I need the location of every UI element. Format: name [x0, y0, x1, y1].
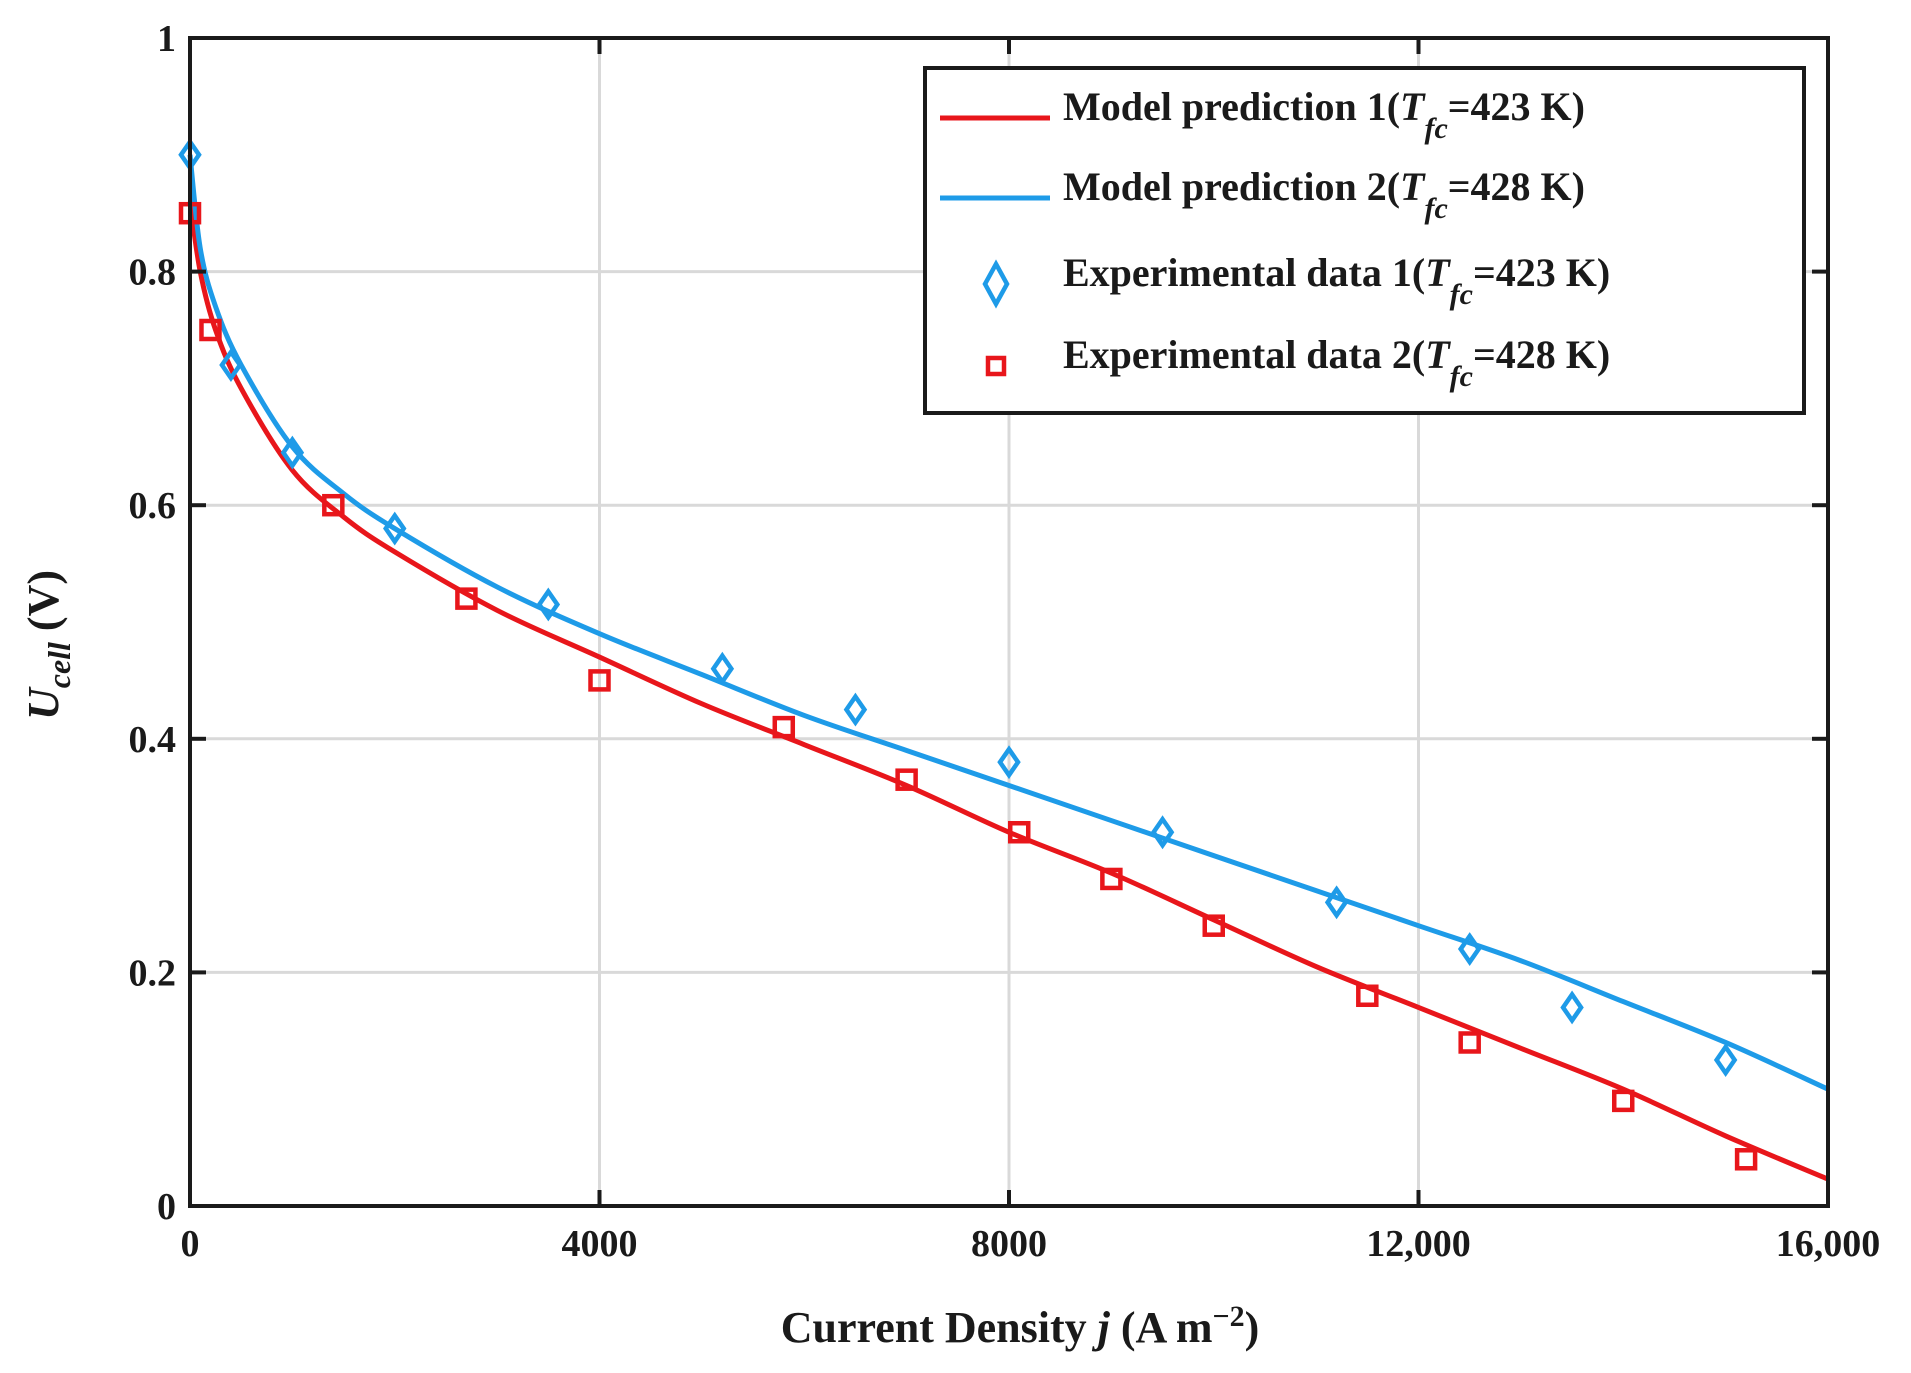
data-point-exp-2 [1612, 1089, 1635, 1113]
data-point-exp-1 [1324, 885, 1349, 920]
y-tick-label: 0 [157, 1186, 176, 1228]
x-axis-title-unit: (A m [1110, 1303, 1213, 1352]
data-point-exp-2 [1356, 984, 1379, 1008]
x-tick-label: 12,000 [1366, 1223, 1471, 1265]
legend-label-exp-1-suffix: =423 K) [1473, 250, 1610, 295]
legend-label-model-1: Model prediction 1(Tfc=423 K) [1063, 84, 1585, 145]
data-point-exp-2 [1458, 1031, 1481, 1054]
y-axis-title-subscript: cell [41, 642, 77, 688]
data-point-exp-2 [895, 768, 918, 791]
data-point-exp-1 [1457, 932, 1482, 966]
legend-label-exp-2-suffix: =428 K) [1473, 332, 1610, 377]
legend-label-exp-2-sub: fc [1450, 360, 1473, 393]
data-point-exp-2 [455, 587, 478, 610]
x-axis-title-close: ) [1245, 1303, 1260, 1352]
data-point-exp-2 [1202, 914, 1225, 937]
data-point-exp-1 [1560, 990, 1584, 1025]
data-point-exp-1 [997, 745, 1021, 780]
legend: Model prediction 1(Tfc=423 K) Model pred… [923, 66, 1806, 415]
data-point-exp-2 [1734, 1148, 1758, 1171]
legend-box [923, 66, 1806, 415]
data-point-exp-2 [772, 715, 796, 739]
legend-label-model-1-suffix: =423 K) [1448, 84, 1585, 129]
legend-label-model-2-sub: fc [1424, 192, 1447, 225]
ticks [188, 36, 1830, 1208]
legend-label-exp-1-prefix: Experimental data 1( [1063, 250, 1425, 295]
legend-label-exp-2: Experimental data 2(Tfc=428 K) [1063, 332, 1610, 393]
series-line-2 [187, 154, 1830, 1092]
data-point-exp-1 [219, 348, 243, 382]
y-tick-label: 0.6 [129, 485, 177, 527]
x-tick-label: 16,000 [1776, 1223, 1881, 1265]
data-point-exp-1 [1150, 815, 1175, 850]
legend-label-exp-2-prefix: Experimental data 2( [1063, 332, 1425, 377]
x-axis-title-exponent: −2 [1213, 1300, 1245, 1333]
legend-label-model-1-prefix: Model prediction 1( [1063, 84, 1400, 129]
legend-label-model-2-sym: T [1400, 164, 1426, 209]
x-axis-title-prefix: Current Density [781, 1303, 1098, 1352]
legend-label-exp-1: Experimental data 1(Tfc=423 K) [1063, 250, 1610, 311]
series-points [178, 137, 1758, 1171]
legend-marker-exp-2 [985, 355, 1007, 377]
legend-label-exp-1-sub: fc [1450, 278, 1473, 311]
y-tick-label: 0.2 [129, 952, 177, 994]
data-point-exp-1 [1713, 1043, 1738, 1077]
legend-label-model-2-prefix: Model prediction 2( [1063, 164, 1400, 209]
x-tick-label: 8000 [971, 1223, 1047, 1265]
data-point-exp-1 [843, 692, 868, 727]
legend-marker-exp-1 [982, 259, 1010, 309]
legend-label-model-2: Model prediction 2(Tfc=428 K) [1063, 164, 1585, 225]
tick-labels: 0 4000 8000 12,000 16,000 0 0.2 0.4 0.6 0.8 1 [129, 18, 1881, 1265]
y-tick-label: 0.4 [129, 719, 177, 761]
y-axis-title-symbol: U [19, 686, 68, 720]
data-point-exp-2 [1007, 820, 1031, 844]
series-line-1 [187, 201, 1829, 1182]
data-point-exp-1 [383, 511, 407, 546]
y-tick-label: 1 [157, 18, 176, 60]
legend-label-model-1-sym: T [1400, 84, 1426, 129]
y-axis-title: Ucell (V) [19, 570, 77, 720]
legend-label-model-2-suffix: =428 K) [1448, 164, 1585, 209]
x-axis-title: Current Density j (A m−2) [781, 1300, 1260, 1352]
x-tick-label: 0 [181, 1223, 200, 1265]
legend-label-model-1-sub: fc [1424, 112, 1447, 145]
x-tick-label: 4000 [562, 1223, 638, 1265]
data-point-exp-2 [322, 493, 345, 517]
data-point-exp-1 [536, 587, 561, 622]
series-lines [187, 154, 1830, 1182]
data-point-exp-2 [1100, 867, 1123, 891]
y-axis-title-unit: (V) [19, 570, 68, 642]
data-point-exp-2 [199, 318, 222, 342]
data-point-exp-1 [280, 435, 305, 470]
y-tick-label: 0.8 [129, 252, 177, 294]
legend-label-exp-2-sym: T [1425, 332, 1451, 377]
legend-label-exp-1-sym: T [1425, 250, 1451, 295]
data-point-exp-1 [710, 651, 735, 686]
data-point-exp-2 [588, 669, 611, 692]
